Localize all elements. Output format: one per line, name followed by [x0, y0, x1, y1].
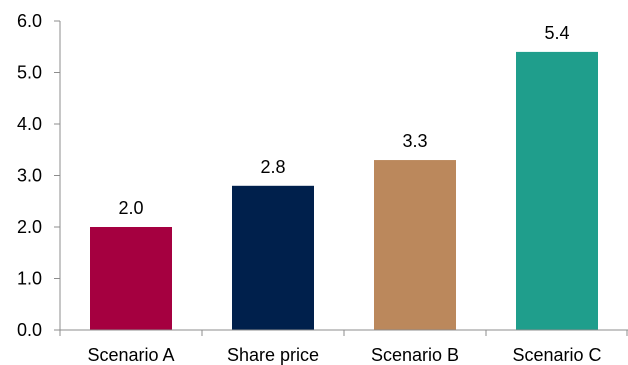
bar	[232, 185, 314, 330]
y-tick-label: 6.0	[17, 11, 42, 31]
category-label: Scenario A	[87, 345, 174, 365]
y-tick-label: 4.0	[17, 114, 42, 134]
data-label: 5.4	[544, 23, 569, 43]
bar	[516, 51, 598, 331]
data-label: 2.8	[260, 157, 285, 177]
y-tick-label: 1.0	[17, 269, 42, 289]
y-tick-label: 0.0	[17, 320, 42, 340]
data-label: 3.3	[402, 131, 427, 151]
data-label: 2.0	[118, 198, 143, 218]
y-tick-label: 5.0	[17, 63, 42, 83]
category-label: Scenario B	[371, 345, 459, 365]
y-tick-label: 3.0	[17, 166, 42, 186]
data-labels: 2.0 2.8 3.3 5.4	[118, 23, 569, 218]
y-tick-label: 2.0	[17, 217, 42, 237]
bar	[374, 160, 456, 330]
y-axis: 0.0 1.0 2.0 3.0 4.0 5.0 6.0	[17, 11, 61, 340]
bars	[90, 51, 598, 331]
category-label: Scenario C	[512, 345, 601, 365]
category-label: Share price	[227, 345, 319, 365]
x-axis: Scenario A Share price Scenario B Scenario …	[59, 329, 628, 365]
bar	[90, 227, 172, 330]
